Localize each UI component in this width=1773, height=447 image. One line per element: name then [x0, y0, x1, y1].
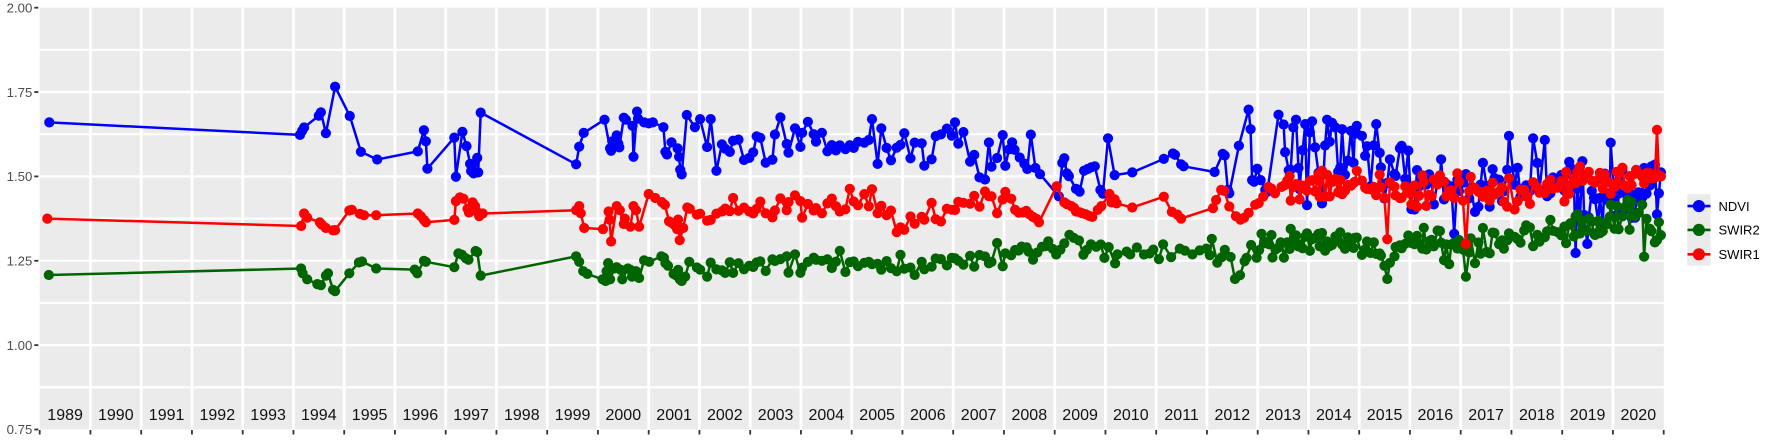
- svg-text:2019: 2019: [1570, 407, 1606, 424]
- svg-text:1.75: 1.75: [7, 85, 33, 100]
- svg-text:1.50: 1.50: [7, 169, 33, 184]
- svg-text:1999: 1999: [555, 407, 591, 424]
- svg-text:2013: 2013: [1265, 407, 1301, 424]
- svg-text:2009: 2009: [1062, 407, 1098, 424]
- svg-text:2004: 2004: [809, 407, 845, 424]
- svg-text:1992: 1992: [200, 407, 236, 424]
- svg-text:2010: 2010: [1113, 407, 1149, 424]
- svg-text:1989: 1989: [47, 407, 83, 424]
- svg-text:2017: 2017: [1468, 407, 1504, 424]
- svg-text:2007: 2007: [961, 407, 997, 424]
- svg-text:2002: 2002: [707, 407, 743, 424]
- svg-text:1.25: 1.25: [7, 254, 33, 269]
- svg-text:1996: 1996: [403, 407, 439, 424]
- svg-text:0.75: 0.75: [7, 422, 33, 437]
- svg-text:1993: 1993: [250, 407, 286, 424]
- svg-text:2015: 2015: [1367, 407, 1403, 424]
- svg-text:1991: 1991: [149, 407, 185, 424]
- svg-text:1.00: 1.00: [7, 338, 33, 353]
- svg-text:2020: 2020: [1621, 407, 1657, 424]
- svg-text:SWIR2: SWIR2: [1719, 223, 1760, 238]
- svg-text:2008: 2008: [1012, 407, 1048, 424]
- svg-text:2003: 2003: [758, 407, 794, 424]
- svg-text:2011: 2011: [1164, 407, 1199, 424]
- svg-text:2016: 2016: [1418, 407, 1454, 424]
- svg-text:SWIR1: SWIR1: [1719, 247, 1760, 262]
- svg-text:1990: 1990: [98, 407, 134, 424]
- svg-text:2012: 2012: [1215, 407, 1251, 424]
- svg-text:2018: 2018: [1519, 407, 1555, 424]
- svg-text:1994: 1994: [301, 407, 337, 424]
- svg-text:1995: 1995: [352, 407, 388, 424]
- svg-text:1998: 1998: [504, 407, 540, 424]
- svg-text:2005: 2005: [859, 407, 895, 424]
- svg-text:2014: 2014: [1316, 407, 1352, 424]
- svg-text:2006: 2006: [910, 407, 946, 424]
- svg-text:2.00: 2.00: [7, 0, 33, 15]
- svg-text:2000: 2000: [606, 407, 642, 424]
- svg-text:1997: 1997: [453, 407, 489, 424]
- svg-text:NDVI: NDVI: [1719, 199, 1750, 214]
- svg-text:2001: 2001: [656, 407, 692, 424]
